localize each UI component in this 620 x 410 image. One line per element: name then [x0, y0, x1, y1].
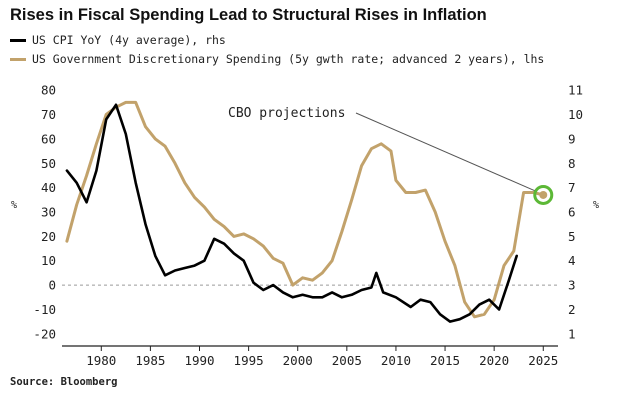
- series-line-cpi: [65, 103, 518, 323]
- legend-item-cpi: US CPI YoY (4y average), rhs: [10, 31, 226, 49]
- annotation-marker-dot: [539, 190, 548, 199]
- x-tick-label: 2000: [283, 353, 313, 368]
- right-y-tick-label: 10: [568, 107, 583, 122]
- annotation-marker-ring: [533, 184, 554, 205]
- x-tick-label: 1995: [234, 353, 264, 368]
- right-y-tick-label: 11: [568, 83, 583, 98]
- left-y-tick-label: 30: [41, 205, 56, 220]
- right-y-tick-label: 2: [568, 302, 576, 317]
- x-tick-label: 2025: [528, 353, 558, 368]
- right-y-tick-label: 4: [568, 253, 576, 268]
- legend-swatch-spending: [10, 57, 26, 61]
- left-axis-unit: %: [11, 200, 17, 211]
- left-y-tick-label: 50: [41, 156, 56, 171]
- series-line-spending: [65, 100, 545, 319]
- x-tick-label: 2005: [332, 353, 362, 368]
- legend-label-spending: US Government Discretionary Spending (5y…: [32, 52, 545, 66]
- legend-swatch-cpi: [10, 38, 26, 42]
- legend-label-cpi: US CPI YoY (4y average), rhs: [32, 33, 226, 47]
- x-tick-label: 2015: [430, 353, 460, 368]
- left-y-tick-label: -10: [33, 302, 56, 317]
- left-y-tick-label: -20: [33, 326, 56, 341]
- right-y-tick-label: 7: [568, 180, 576, 195]
- annotation-leader-line: [355, 112, 536, 192]
- left-y-tick-label: 20: [41, 229, 56, 244]
- left-y-tick-label: 60: [41, 131, 56, 146]
- legend-item-spending: US Government Discretionary Spending (5y…: [10, 50, 544, 68]
- left-y-tick-label: 10: [41, 253, 56, 268]
- right-y-tick-label: 6: [568, 205, 576, 220]
- x-tick-label: 1985: [135, 353, 165, 368]
- right-y-tick-label: 1: [568, 326, 576, 341]
- right-y-tick-label: 3: [568, 278, 576, 293]
- left-y-tick-label: 40: [41, 180, 56, 195]
- right-y-tick-label: 5: [568, 229, 576, 244]
- right-y-tick-label: 9: [568, 131, 576, 146]
- source-note: Source: Bloomberg: [10, 376, 118, 388]
- x-tick-label: 1980: [86, 353, 116, 368]
- annotation-label: CBO projections: [228, 106, 345, 121]
- right-axis-unit: %: [593, 200, 599, 211]
- x-tick-label: 2010: [381, 353, 411, 368]
- chart-title: Rises in Fiscal Spending Lead to Structu…: [10, 6, 487, 24]
- x-tick-label: 1990: [184, 353, 214, 368]
- right-y-tick-label: 8: [568, 156, 576, 171]
- left-y-tick-label: 80: [41, 83, 56, 98]
- left-y-tick-label: 0: [48, 278, 56, 293]
- left-y-tick-label: 70: [41, 107, 56, 122]
- x-tick-label: 2020: [479, 353, 509, 368]
